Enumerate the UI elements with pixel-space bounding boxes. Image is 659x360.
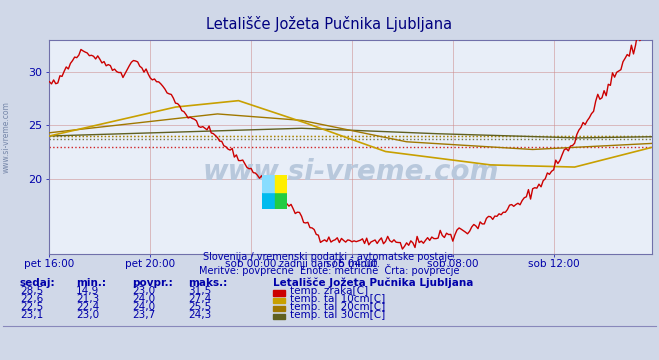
Text: Letališče Jožeta Pučnika Ljubljana: Letališče Jožeta Pučnika Ljubljana — [273, 278, 474, 288]
Text: 25,5: 25,5 — [188, 302, 211, 312]
Text: Slovenija / vremenski podatki - avtomatske postaje.: Slovenija / vremenski podatki - avtomats… — [203, 252, 456, 262]
Text: 22,6: 22,6 — [20, 294, 43, 305]
Text: 23,0: 23,0 — [76, 310, 99, 320]
Text: 23,7: 23,7 — [132, 310, 155, 320]
Text: 24,0: 24,0 — [132, 302, 155, 312]
Text: temp. tal 10cm[C]: temp. tal 10cm[C] — [290, 294, 386, 305]
Text: 24,0: 24,0 — [132, 294, 155, 305]
Bar — [275, 192, 287, 209]
Text: www.si-vreme.com: www.si-vreme.com — [203, 158, 499, 186]
Text: Meritve: povprečne  Enote: metrične  Črta: povprečje: Meritve: povprečne Enote: metrične Črta:… — [199, 264, 460, 276]
Text: www.si-vreme.com: www.si-vreme.com — [2, 101, 11, 173]
Text: 14,9: 14,9 — [76, 287, 99, 297]
Text: sedaj:: sedaj: — [20, 278, 55, 288]
Text: 31,5: 31,5 — [188, 287, 211, 297]
Text: 22,5: 22,5 — [20, 302, 43, 312]
Bar — [275, 175, 287, 192]
Text: temp. tal 20cm[C]: temp. tal 20cm[C] — [290, 302, 386, 312]
Text: 27,4: 27,4 — [188, 294, 211, 305]
Text: 24,3: 24,3 — [188, 310, 211, 320]
Text: min.:: min.: — [76, 278, 106, 288]
Text: maks.:: maks.: — [188, 278, 227, 288]
Text: Letališče Jožeta Pučnika Ljubljana: Letališče Jožeta Pučnika Ljubljana — [206, 16, 453, 32]
Text: temp. tal 30cm[C]: temp. tal 30cm[C] — [290, 310, 386, 320]
Bar — [262, 175, 275, 192]
Text: 21,3: 21,3 — [76, 294, 99, 305]
Text: 23,1: 23,1 — [20, 310, 43, 320]
Text: 22,4: 22,4 — [76, 302, 99, 312]
Text: zadnji dan / 5 minut.: zadnji dan / 5 minut. — [279, 259, 380, 269]
Text: 28,5: 28,5 — [20, 287, 43, 297]
Bar — [262, 192, 275, 209]
Text: 23,0: 23,0 — [132, 287, 155, 297]
Text: povpr.:: povpr.: — [132, 278, 173, 288]
Text: temp. zraka[C]: temp. zraka[C] — [290, 287, 368, 297]
